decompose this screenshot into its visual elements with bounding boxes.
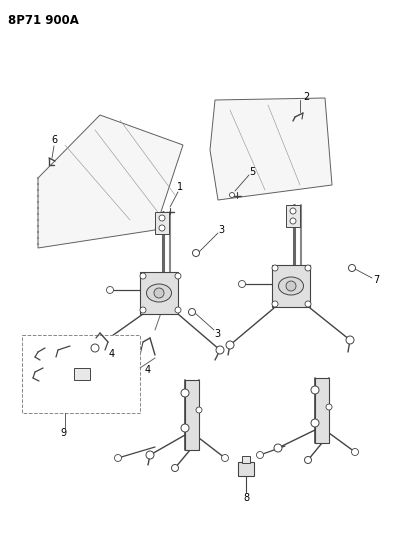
Bar bbox=[22, 335, 140, 413]
Circle shape bbox=[37, 207, 39, 209]
Circle shape bbox=[286, 281, 296, 291]
Circle shape bbox=[188, 309, 195, 316]
Text: 2: 2 bbox=[303, 92, 309, 102]
Bar bbox=[315, 378, 329, 443]
Circle shape bbox=[115, 455, 121, 462]
Circle shape bbox=[37, 201, 39, 203]
Circle shape bbox=[290, 208, 296, 214]
Circle shape bbox=[181, 389, 189, 397]
Circle shape bbox=[272, 265, 278, 271]
Circle shape bbox=[238, 280, 245, 287]
Bar bbox=[140, 272, 178, 314]
Bar bbox=[155, 212, 169, 234]
Circle shape bbox=[305, 301, 311, 307]
Circle shape bbox=[146, 451, 154, 459]
Circle shape bbox=[37, 177, 39, 179]
Polygon shape bbox=[38, 115, 183, 248]
Text: 3: 3 bbox=[214, 329, 220, 339]
Circle shape bbox=[346, 336, 354, 344]
Circle shape bbox=[311, 419, 319, 427]
Circle shape bbox=[175, 273, 181, 279]
Circle shape bbox=[196, 407, 202, 413]
Circle shape bbox=[37, 231, 39, 233]
Text: 3: 3 bbox=[218, 225, 224, 235]
Circle shape bbox=[305, 265, 311, 271]
Circle shape bbox=[181, 424, 189, 432]
Circle shape bbox=[37, 225, 39, 227]
Circle shape bbox=[140, 307, 146, 313]
Circle shape bbox=[91, 344, 99, 352]
Circle shape bbox=[171, 464, 178, 472]
Bar bbox=[286, 205, 300, 227]
Circle shape bbox=[326, 404, 332, 410]
Text: 4: 4 bbox=[109, 349, 115, 359]
Circle shape bbox=[37, 183, 39, 185]
Text: 7: 7 bbox=[373, 275, 379, 285]
Bar bbox=[74, 368, 90, 380]
Circle shape bbox=[106, 287, 113, 294]
Circle shape bbox=[256, 451, 264, 458]
Circle shape bbox=[140, 273, 146, 279]
Text: 8P71 900A: 8P71 900A bbox=[8, 14, 79, 27]
Circle shape bbox=[193, 249, 199, 256]
Circle shape bbox=[290, 218, 296, 224]
Bar bbox=[238, 462, 254, 476]
Text: ..: .. bbox=[80, 371, 84, 377]
Circle shape bbox=[351, 448, 359, 456]
Text: 8: 8 bbox=[243, 493, 249, 503]
Circle shape bbox=[221, 455, 229, 462]
Circle shape bbox=[37, 243, 39, 245]
Circle shape bbox=[311, 386, 319, 394]
Circle shape bbox=[272, 301, 278, 307]
Circle shape bbox=[37, 219, 39, 221]
Text: 1: 1 bbox=[177, 182, 183, 192]
Ellipse shape bbox=[279, 277, 303, 295]
Bar bbox=[242, 456, 250, 463]
Text: 6: 6 bbox=[51, 135, 57, 145]
Circle shape bbox=[37, 213, 39, 215]
Circle shape bbox=[154, 288, 164, 298]
Circle shape bbox=[37, 195, 39, 197]
Circle shape bbox=[159, 215, 165, 221]
Circle shape bbox=[159, 225, 165, 231]
Circle shape bbox=[229, 192, 234, 198]
Ellipse shape bbox=[147, 284, 171, 302]
Bar bbox=[185, 380, 199, 450]
Circle shape bbox=[226, 341, 234, 349]
Circle shape bbox=[305, 456, 312, 464]
Circle shape bbox=[274, 444, 282, 452]
Circle shape bbox=[37, 189, 39, 191]
Bar bbox=[272, 265, 310, 307]
Circle shape bbox=[216, 346, 224, 354]
Polygon shape bbox=[210, 98, 332, 200]
Circle shape bbox=[37, 237, 39, 239]
Text: 9: 9 bbox=[60, 428, 66, 438]
Circle shape bbox=[175, 307, 181, 313]
Text: 5: 5 bbox=[249, 167, 255, 177]
Text: 4: 4 bbox=[145, 365, 151, 375]
Circle shape bbox=[349, 264, 355, 271]
